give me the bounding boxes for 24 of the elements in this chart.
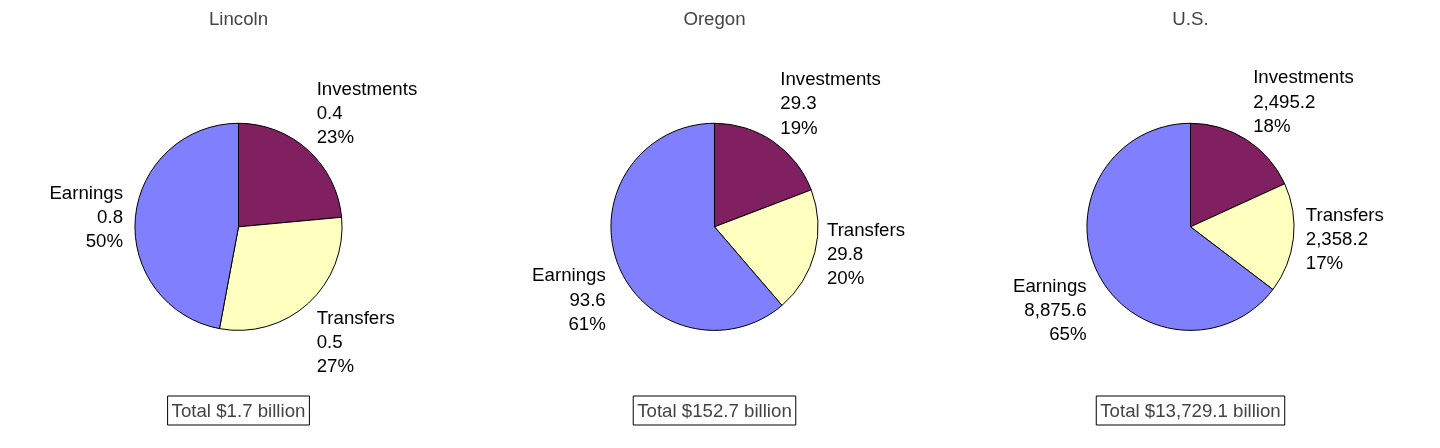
slice-label: Transfers — [1305, 204, 1384, 226]
slice-label: Investments — [1253, 66, 1354, 88]
chart-title: Lincoln — [208, 7, 269, 29]
chart-title: Oregon — [683, 7, 746, 29]
data-label: 29.8 20% — [826, 242, 865, 289]
text: Total $13,729.1 billion — [1100, 400, 1281, 421]
text: Total $1.7 billion — [171, 400, 306, 421]
data-label: 2,358.2 17% — [1305, 228, 1369, 274]
slice-label: Transfers — [826, 218, 906, 240]
slice-label: Earnings — [49, 182, 124, 204]
data-label: 0.5 27% — [316, 330, 354, 377]
chart-title: U.S. — [1172, 7, 1209, 29]
slice-label: Transfers — [316, 306, 395, 328]
slice-label: Investments — [316, 77, 418, 99]
data-label: 93.6 61% — [568, 288, 606, 334]
slice-label: Earnings — [1012, 274, 1087, 296]
data-label: 0.4 23% — [316, 101, 354, 147]
data-label: 8,875.6 65% — [1024, 299, 1087, 345]
data-label: 29.3 19% — [780, 92, 818, 138]
slice-label: Earnings — [532, 264, 606, 286]
text: Total $152.7 billion — [637, 400, 792, 421]
slice-label: Investments — [780, 68, 881, 90]
data-label: 0.8 50% — [85, 206, 124, 252]
data-label: 2,495.2 18% — [1253, 90, 1316, 136]
